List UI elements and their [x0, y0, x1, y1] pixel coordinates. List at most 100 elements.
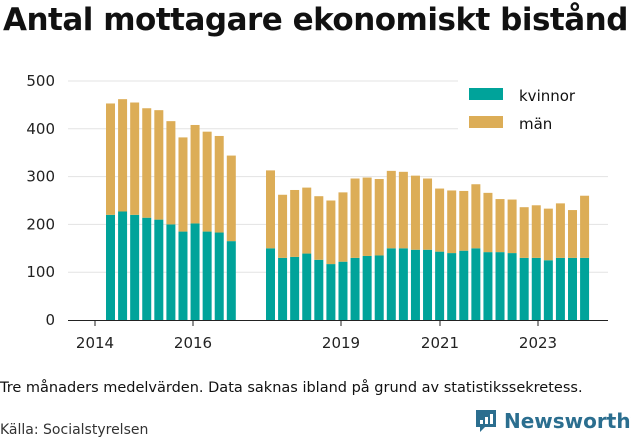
bar-man	[447, 190, 457, 254]
legend: kvinnor män	[458, 78, 608, 133]
bar-man	[130, 102, 140, 215]
x-tick-label: 2016	[174, 334, 212, 352]
stacked-bar-chart: 0 100 200 300 400 500 2014 2016 2019 2021 2023 kv…	[26, 72, 608, 352]
y-tick-label: 0	[45, 311, 55, 329]
bar-kvinnor	[266, 248, 275, 320]
bar-kvinnor	[519, 257, 529, 320]
bar-kvinnor	[214, 232, 224, 320]
bar-kvinnor	[531, 257, 541, 320]
bar-kvinnor	[290, 256, 300, 320]
bar-kvinnor	[142, 217, 152, 320]
y-tick-label: 100	[26, 263, 55, 281]
bar-kvinnor	[202, 231, 212, 320]
y-tick-label: 500	[26, 72, 55, 90]
bar-kvinnor	[507, 253, 517, 320]
bar-kvinnor	[190, 223, 200, 320]
bar-kvinnor	[314, 259, 324, 320]
bar-kvinnor	[459, 250, 469, 320]
bar-kvinnor	[350, 257, 360, 320]
bar-man	[142, 108, 152, 218]
bar-kvinnor	[166, 224, 176, 320]
bar-man	[314, 196, 324, 260]
bar-man	[580, 195, 590, 258]
source-note: Källa: Socialstyrelsen	[0, 422, 149, 438]
bar-man	[214, 135, 224, 233]
bar-man	[531, 205, 541, 258]
bar-kvinnor	[374, 255, 384, 320]
bar-kvinnor	[338, 261, 348, 320]
bar-man	[362, 177, 372, 256]
x-axis-labels: 2014 2016 2019 2021 2023	[76, 334, 557, 352]
bar-man	[519, 207, 529, 258]
bar-kvinnor	[302, 253, 312, 320]
bar-kvinnor	[423, 249, 433, 320]
y-tick-label: 200	[26, 215, 55, 233]
bar-man	[326, 200, 336, 265]
bar-man	[483, 192, 493, 253]
bar-man	[555, 203, 565, 258]
bar-man	[568, 210, 577, 258]
bar-kvinnor	[568, 257, 577, 320]
bar-man	[398, 171, 408, 249]
bar-kvinnor	[471, 248, 481, 320]
legend-swatch-kvinnor	[469, 88, 503, 100]
bar-kvinnor	[278, 257, 288, 320]
bar-man	[471, 184, 481, 249]
legend-label-kvinnor: kvinnor	[519, 87, 576, 105]
newsworthy-logo-icon	[476, 410, 496, 432]
bar-man	[410, 175, 420, 250]
brand: Newsworthy	[474, 408, 631, 434]
bar-man	[543, 208, 553, 261]
bar-kvinnor	[483, 252, 493, 320]
bar-man	[190, 124, 200, 224]
x-tick-label: 2023	[519, 334, 557, 352]
bar-kvinnor	[362, 255, 372, 320]
bar-man	[118, 99, 128, 212]
bar-man	[106, 103, 115, 215]
bar-kvinnor	[326, 264, 336, 320]
bar-man	[495, 199, 505, 253]
bar-man	[435, 188, 445, 252]
bar-man	[302, 187, 312, 254]
bar-man	[374, 178, 384, 256]
bar-man	[202, 131, 212, 232]
chart-caption: Tre månaders medelvärden. Data saknas ib…	[0, 380, 583, 396]
bar-kvinnor	[226, 241, 236, 320]
bar-kvinnor	[130, 214, 140, 320]
x-axis-ticks	[94, 320, 539, 326]
chart-title: Antal mottagare ekonomiskt bistånd	[3, 2, 628, 38]
legend-swatch-man	[469, 116, 503, 128]
bar-man	[178, 137, 188, 232]
bar-kvinnor	[410, 249, 420, 320]
x-tick-label: 2021	[421, 334, 459, 352]
legend-label-man: män	[519, 115, 552, 133]
y-tick-label: 400	[26, 120, 55, 138]
x-tick-label: 2014	[76, 334, 114, 352]
bar-kvinnor	[106, 214, 115, 320]
bar-man	[166, 121, 176, 225]
bar-man	[278, 194, 288, 258]
y-axis-labels: 0 100 200 300 400 500	[26, 72, 55, 329]
bars	[106, 99, 590, 320]
bar-man	[350, 178, 360, 258]
x-tick-label: 2019	[322, 334, 360, 352]
bar-man	[154, 110, 164, 220]
brand-name: Newsworthy	[504, 409, 631, 433]
bar-kvinnor	[447, 253, 457, 320]
bar-kvinnor	[580, 257, 590, 320]
bar-kvinnor	[178, 231, 188, 320]
bar-man	[290, 189, 300, 257]
bar-kvinnor	[386, 248, 396, 320]
bar-kvinnor	[435, 251, 445, 320]
bar-kvinnor	[118, 211, 128, 320]
bar-kvinnor	[495, 252, 505, 320]
bar-man	[226, 155, 236, 242]
bar-man	[266, 170, 275, 249]
bar-kvinnor	[543, 260, 553, 320]
bar-kvinnor	[154, 219, 164, 320]
bar-man	[459, 190, 469, 251]
y-tick-label: 300	[26, 168, 55, 186]
bar-man	[338, 192, 348, 262]
bar-kvinnor	[555, 257, 565, 320]
bar-kvinnor	[398, 248, 408, 320]
